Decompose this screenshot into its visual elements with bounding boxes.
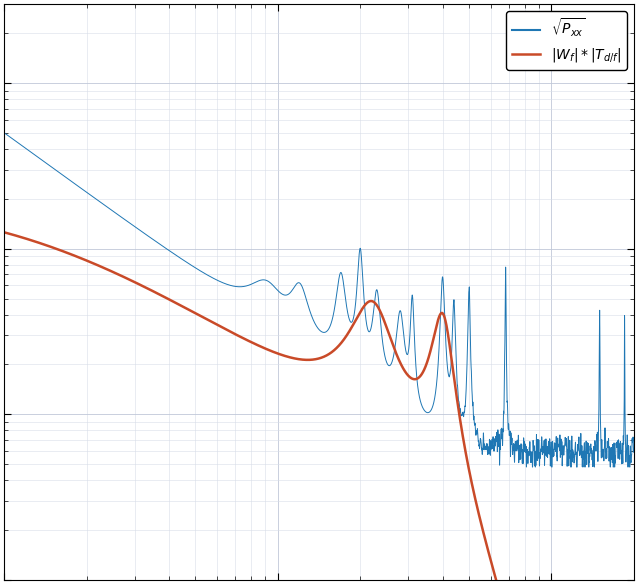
Legend: $\sqrt{P_{xx}}$, $|W_f| * |T_{d/f}|$: $\sqrt{P_{xx}}$, $|W_f| * |T_{d/f}|$ xyxy=(507,11,627,70)
